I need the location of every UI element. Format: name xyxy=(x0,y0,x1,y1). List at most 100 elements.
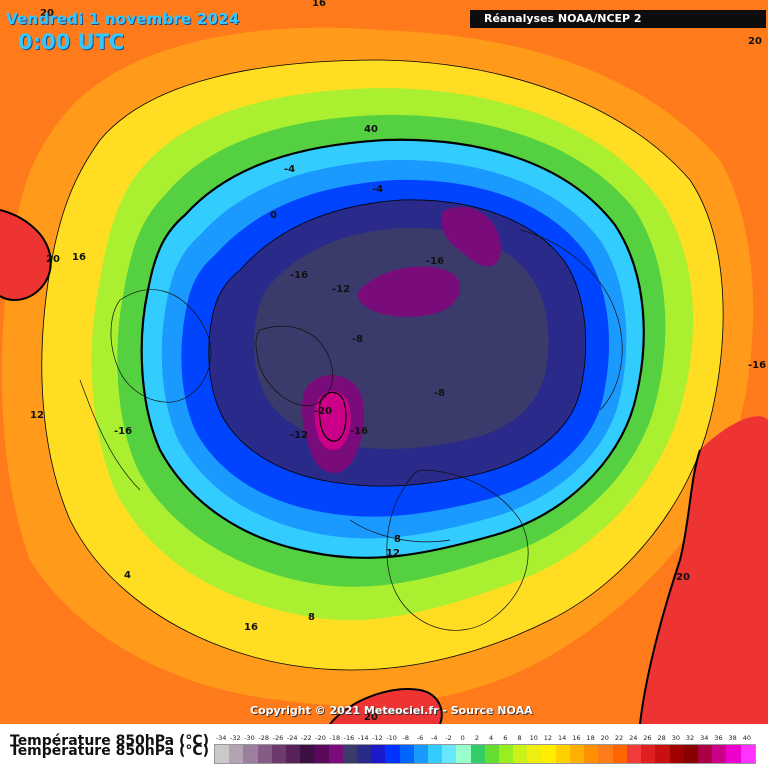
contour-label: -4 xyxy=(372,184,383,195)
scale-tick-label: -14 xyxy=(357,734,369,742)
scale-swatch xyxy=(598,745,613,763)
scale-tick-label: 26 xyxy=(643,734,652,742)
map-time-title: 0:00 UTC xyxy=(18,30,125,54)
color-scale-labels: -34 -32 -30 -28 -26 -24 -22 -20 -18 -16 -14 -12 -10-… xyxy=(214,734,754,744)
scale-swatch xyxy=(683,745,698,763)
contour-labels: 20 16 20 20 16 40 -4 -4 0 -16 -12 -16 -8… xyxy=(30,0,766,723)
scale-tick-label: 34 xyxy=(700,734,709,742)
scale-tick-label: -20 xyxy=(315,734,326,742)
scale-swatch xyxy=(428,745,443,763)
scale-tick-label: 40 xyxy=(742,734,752,742)
scale-swatch xyxy=(484,745,500,763)
copyright-label: Copyright © 2021 Meteociel.fr - Source N… xyxy=(250,704,533,717)
scale-swatch xyxy=(499,745,514,763)
scale-swatch xyxy=(328,745,343,763)
scale-swatch xyxy=(229,745,244,763)
warm-anomaly-south xyxy=(330,689,442,724)
isotherm-contour-yellow xyxy=(41,59,724,671)
contour-label: -20 xyxy=(314,406,332,417)
scale-tick-label: -32 xyxy=(230,734,241,742)
scale-swatch xyxy=(385,745,400,763)
scale-tick-label: 24 xyxy=(629,734,638,742)
scale-swatch xyxy=(541,745,556,763)
scale-swatch xyxy=(456,745,471,763)
contour-label: -8 xyxy=(434,388,445,399)
scale-swatch xyxy=(243,745,258,763)
scale-tick-label: -8 xyxy=(402,734,410,742)
map-date-title: Vendredi 1 novembre 2024 xyxy=(6,10,240,28)
isotherm-band-slate xyxy=(254,227,549,449)
scale-tick-label: -12 xyxy=(372,734,383,742)
contour-label: -12 xyxy=(332,284,350,295)
scale-swatch xyxy=(669,745,684,763)
scale-tick-label: 20 xyxy=(600,734,609,742)
scale-swatch xyxy=(342,745,358,763)
contour-label: 20 xyxy=(748,36,762,47)
contour-label: -12 xyxy=(290,430,308,441)
scale-swatch xyxy=(371,745,386,763)
scale-swatch xyxy=(697,745,713,763)
scale-tick-label: -4 xyxy=(431,734,438,742)
scale-swatch xyxy=(413,745,429,763)
scale-swatch xyxy=(570,745,585,763)
contour-label: 16 xyxy=(244,622,258,633)
scale-tick-label: 10 xyxy=(529,734,538,742)
contour-label: -16 xyxy=(426,256,444,267)
color-scale xyxy=(214,744,756,764)
scale-swatch xyxy=(712,745,727,763)
scale-tick-label: -26 xyxy=(272,734,284,742)
scale-swatch xyxy=(271,745,287,763)
contour-label: 20 xyxy=(364,712,378,723)
scale-tick-label: -30 xyxy=(244,734,255,742)
scale-tick-label: -6 xyxy=(416,734,424,742)
scale-swatch xyxy=(626,745,642,763)
scale-swatch xyxy=(357,745,372,763)
isotherm-contour-south xyxy=(329,688,443,725)
contour-label: 16 xyxy=(312,0,326,9)
contour-label: -16 xyxy=(350,426,368,437)
contour-label: 8 xyxy=(308,612,315,623)
scale-swatch xyxy=(584,745,599,763)
scale-swatch xyxy=(641,745,656,763)
coastlines xyxy=(79,229,623,631)
isotherm-contour-core xyxy=(318,391,347,442)
contour-label: 20 xyxy=(40,8,54,19)
scale-swatch xyxy=(740,745,755,763)
contour-label: 12 xyxy=(386,548,400,559)
contour-label: 0 xyxy=(270,210,277,221)
isotherm-contour-east xyxy=(639,449,701,725)
scale-tick-label: 0 xyxy=(460,734,465,742)
scale-swatch xyxy=(655,745,670,763)
contour-label: -8 xyxy=(352,334,363,345)
scale-tick-label: 16 xyxy=(572,734,581,742)
scale-tick-label: 12 xyxy=(543,734,553,742)
scale-tick-label: 6 xyxy=(503,734,508,742)
isotherm-contour-navy xyxy=(208,199,587,487)
scale-tick-label: 18 xyxy=(586,734,595,742)
scale-tick-label: -22 xyxy=(301,734,312,742)
scale-tick-label: -24 xyxy=(286,734,298,742)
scale-swatch xyxy=(555,745,571,763)
isotherm-zero-contour xyxy=(140,138,645,559)
scale-swatch xyxy=(399,745,414,763)
contour-label: 16 xyxy=(72,252,86,263)
scale-tick-label: 8 xyxy=(517,734,522,742)
warm-anomaly-east xyxy=(640,416,768,724)
contour-label: -16 xyxy=(748,360,766,371)
scale-tick-label: 28 xyxy=(657,734,666,742)
scale-swatch xyxy=(527,745,542,763)
scale-swatch xyxy=(257,745,272,763)
scale-swatch xyxy=(442,745,457,763)
scale-swatch xyxy=(470,745,485,763)
scale-tick-label: -28 xyxy=(258,734,270,742)
contour-label: 40 xyxy=(364,124,378,135)
scale-tick-label: 14 xyxy=(558,734,567,742)
scale-tick-label: -18 xyxy=(329,734,341,742)
contour-label: -16 xyxy=(290,270,308,281)
scale-swatch xyxy=(286,745,301,763)
source-label: Réanalyses NOAA/NCEP 2 xyxy=(470,10,766,28)
contour-label: 4 xyxy=(124,570,131,581)
contour-label: 12 xyxy=(30,410,44,421)
contour-label: -16 xyxy=(114,426,132,437)
